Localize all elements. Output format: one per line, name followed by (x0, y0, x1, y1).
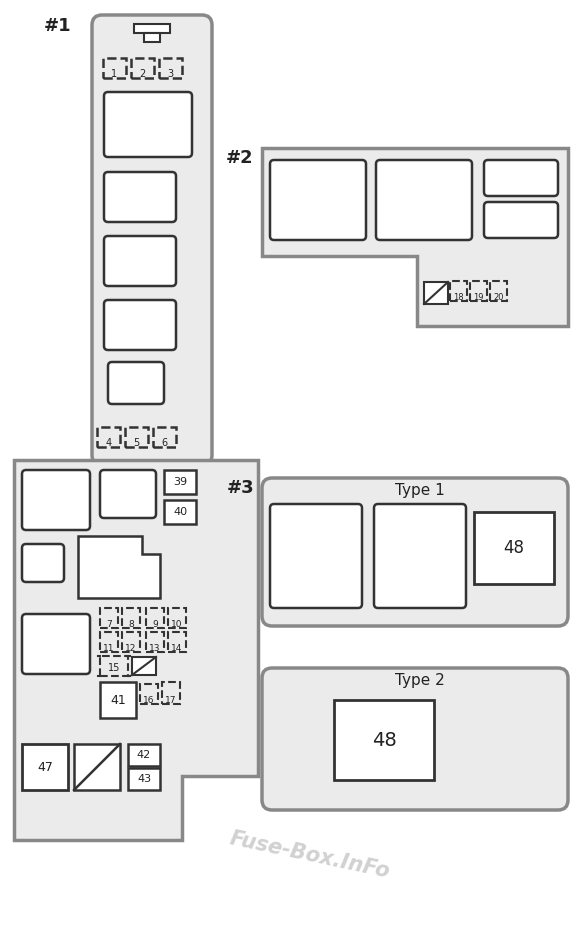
Bar (146, 632, 164, 652)
FancyBboxPatch shape (374, 504, 466, 608)
Text: 1: 1 (112, 69, 118, 79)
Bar (153, 427, 176, 447)
FancyBboxPatch shape (262, 668, 568, 810)
Bar (168, 632, 186, 652)
FancyBboxPatch shape (104, 236, 176, 286)
FancyBboxPatch shape (104, 92, 192, 157)
Text: 13: 13 (149, 643, 161, 653)
Text: 15: 15 (108, 663, 120, 673)
FancyBboxPatch shape (22, 614, 90, 674)
Text: 7: 7 (106, 619, 112, 628)
Text: 18: 18 (453, 293, 464, 301)
Polygon shape (14, 460, 258, 840)
Text: 4: 4 (105, 438, 112, 448)
FancyBboxPatch shape (270, 504, 362, 608)
Bar (164, 470, 196, 494)
Text: 14: 14 (171, 643, 183, 653)
Bar (100, 632, 118, 652)
Bar (474, 512, 554, 584)
Text: 48: 48 (503, 539, 524, 557)
Bar (164, 500, 196, 524)
Text: 48: 48 (372, 731, 396, 749)
Bar (168, 608, 186, 628)
Polygon shape (78, 536, 160, 598)
Bar (134, 24, 170, 33)
FancyBboxPatch shape (270, 160, 366, 240)
Bar (490, 281, 507, 301)
FancyBboxPatch shape (484, 202, 558, 238)
Bar (122, 608, 140, 628)
FancyBboxPatch shape (108, 362, 164, 404)
Bar (128, 744, 160, 766)
Text: 17: 17 (165, 695, 177, 704)
Text: 12: 12 (125, 643, 136, 653)
Bar (470, 281, 487, 301)
Text: Type 1: Type 1 (395, 482, 445, 497)
Text: 16: 16 (143, 695, 155, 704)
FancyBboxPatch shape (100, 470, 156, 518)
Bar (162, 682, 180, 704)
Bar (100, 608, 118, 628)
Text: 20: 20 (493, 293, 504, 301)
Bar (97, 427, 120, 447)
FancyBboxPatch shape (92, 15, 212, 465)
Text: #1: #1 (44, 17, 72, 35)
Text: 11: 11 (103, 643, 115, 653)
Text: 3: 3 (168, 69, 173, 79)
Text: 9: 9 (152, 619, 158, 628)
Bar (146, 608, 164, 628)
Bar (74, 744, 120, 790)
Bar (131, 58, 154, 78)
Bar (144, 33, 160, 42)
Text: 43: 43 (137, 774, 151, 784)
Text: 2: 2 (139, 69, 146, 79)
Text: 8: 8 (128, 619, 134, 628)
Text: 47: 47 (37, 761, 53, 774)
Text: 41: 41 (110, 693, 126, 706)
Bar (128, 768, 160, 790)
Bar (125, 427, 148, 447)
Text: Fuse-Box.InFo: Fuse-Box.InFo (228, 828, 392, 882)
Bar (103, 58, 126, 78)
Text: 10: 10 (171, 619, 183, 628)
Bar (100, 656, 128, 676)
FancyBboxPatch shape (104, 172, 176, 222)
FancyBboxPatch shape (104, 300, 176, 350)
Text: 19: 19 (473, 293, 484, 301)
Text: #2: #2 (226, 149, 254, 167)
Bar (424, 282, 448, 304)
FancyBboxPatch shape (484, 160, 558, 196)
Text: 5: 5 (133, 438, 139, 448)
Polygon shape (262, 148, 568, 326)
Text: 6: 6 (162, 438, 168, 448)
Bar (22, 744, 68, 790)
Bar (140, 684, 158, 704)
FancyBboxPatch shape (22, 544, 64, 582)
Bar (122, 632, 140, 652)
Bar (132, 657, 156, 675)
Text: 39: 39 (173, 477, 187, 487)
Bar (334, 700, 434, 780)
Text: 40: 40 (173, 507, 187, 517)
Bar (450, 281, 467, 301)
Text: Type 2: Type 2 (395, 673, 445, 688)
FancyBboxPatch shape (22, 470, 90, 530)
Text: 42: 42 (137, 750, 151, 760)
Text: #3: #3 (227, 479, 255, 497)
FancyBboxPatch shape (376, 160, 472, 240)
Bar (159, 58, 182, 78)
FancyBboxPatch shape (262, 478, 568, 626)
Bar (100, 682, 136, 718)
